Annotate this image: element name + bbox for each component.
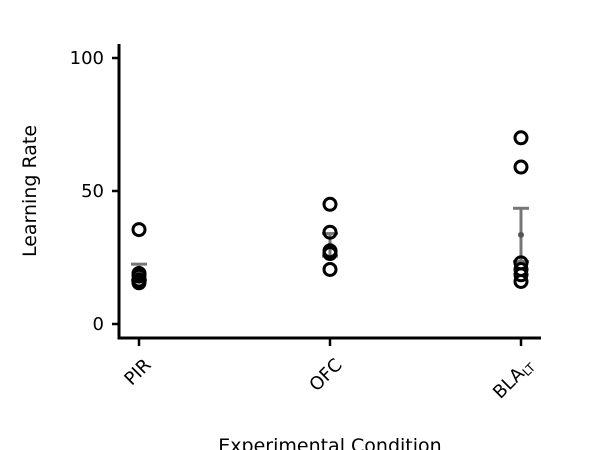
axes <box>117 44 541 340</box>
x-ticks: PIR OFC BLALT <box>120 338 539 404</box>
y-tick-label: 50 <box>81 181 104 202</box>
data-point <box>322 224 338 240</box>
data-point <box>131 222 147 238</box>
data-point <box>513 159 529 175</box>
data-point <box>131 275 147 291</box>
data-points <box>131 130 529 291</box>
y-tick-label: 0 <box>93 314 104 335</box>
data-point <box>513 130 529 146</box>
data-point <box>513 267 529 283</box>
data-point <box>322 196 338 212</box>
x-tick-label: BLALT <box>489 354 539 404</box>
x-tick-label: PIR <box>120 355 155 390</box>
x-axis-title: Experimental Condition <box>218 435 441 450</box>
y-axis-title: Learning Rate <box>19 125 41 257</box>
data-point <box>322 246 338 262</box>
mean-marker <box>518 231 524 238</box>
y-tick-label: 100 <box>70 48 104 69</box>
y-ticks: 0 50 100 <box>70 48 119 335</box>
data-point <box>513 273 529 289</box>
data-point <box>322 261 338 277</box>
x-tick-label: OFC <box>305 355 346 396</box>
